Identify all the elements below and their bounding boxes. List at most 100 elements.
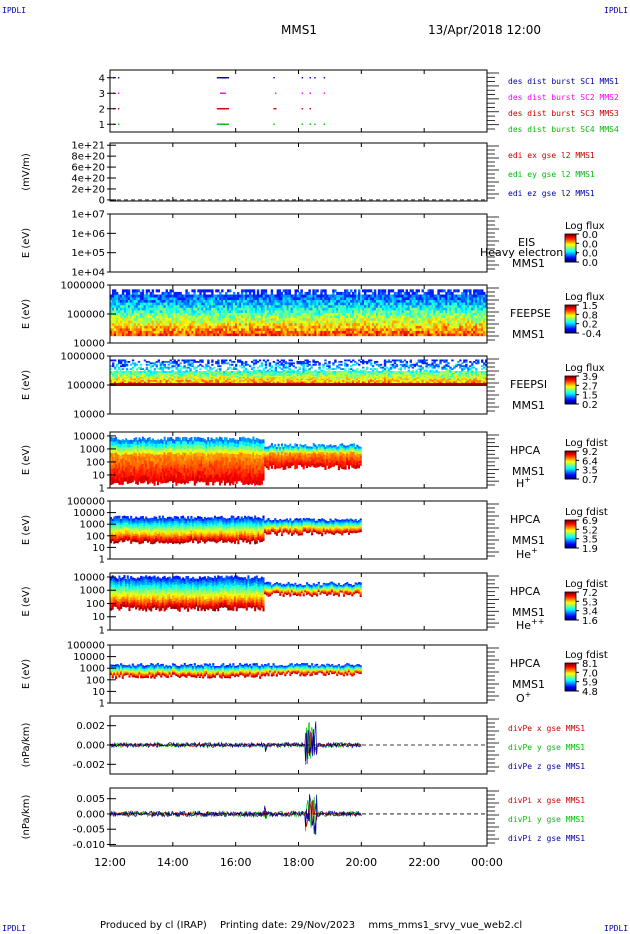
heatmap-cell — [145, 297, 149, 301]
heatmap-cell — [318, 317, 321, 321]
heatmap-cell — [193, 359, 196, 362]
heatmap-cell — [322, 299, 325, 303]
colorbar-swatch — [565, 254, 576, 256]
heatmap-cell — [340, 333, 343, 337]
heatmap-cell — [292, 362, 295, 365]
heatmap-cell — [288, 320, 291, 324]
heatmap-cell — [475, 302, 478, 306]
heatmap-cell — [451, 315, 454, 319]
heatmap-cell — [324, 299, 327, 303]
heatmap-cell — [197, 320, 200, 324]
heatmap-cell — [308, 330, 311, 334]
heatmap-cell — [221, 362, 224, 365]
heatmap-cell — [427, 291, 430, 295]
heatmap-cell — [377, 320, 381, 324]
heatmap-cell — [201, 360, 204, 363]
heatmap-cell — [296, 312, 299, 316]
heatmap-cell — [296, 381, 299, 384]
heatmap-cell — [397, 291, 401, 295]
heatmap-cell — [129, 307, 133, 311]
heatmap-cell — [306, 360, 309, 363]
heatmap-cell — [231, 312, 234, 316]
heatmap-cell — [286, 373, 289, 376]
heatmap-cell — [217, 379, 220, 382]
heatmap-cell — [441, 315, 444, 319]
heatmap-cell — [272, 317, 276, 321]
heatmap-cell — [348, 328, 351, 331]
heatmap-cell — [403, 307, 407, 311]
heatmap-cell — [375, 294, 379, 298]
heatmap-cell — [358, 307, 361, 311]
heatmap-cell — [143, 372, 147, 375]
heatmap-cell — [334, 320, 337, 324]
heatmap-cell — [284, 317, 287, 321]
heatmap-cell — [173, 360, 176, 363]
heatmap-cell — [205, 328, 208, 331]
heatmap-cell — [199, 297, 202, 301]
y-axis-label: (mV/m) — [21, 153, 32, 191]
heatmap-cell — [121, 359, 125, 362]
heatmap-cell — [235, 317, 238, 321]
heatmap-cell — [149, 302, 153, 306]
heatmap-cell — [389, 294, 393, 298]
heatmap-cell — [393, 330, 397, 334]
heatmap-cell — [187, 373, 190, 376]
heatmap-cell — [272, 373, 276, 376]
heatmap-cell — [229, 289, 232, 293]
heatmap-cell — [308, 376, 311, 379]
heatmap-cell — [169, 379, 172, 382]
heatmap-cell — [453, 328, 456, 331]
heatmap-cell — [435, 312, 438, 316]
heatmap-cell — [125, 304, 129, 308]
heatmap-cell — [306, 302, 309, 306]
heatmap-cell — [189, 375, 192, 378]
heatmap-cell — [119, 322, 123, 326]
heatmap-cell — [463, 304, 466, 308]
heatmap-cell — [288, 382, 291, 385]
heatmap-cell — [260, 322, 264, 326]
heatmap-cell — [181, 322, 184, 326]
heatmap-cell — [447, 304, 450, 308]
heatmap-cell — [175, 378, 178, 381]
heatmap-cell — [363, 289, 367, 293]
heatmap-cell — [242, 307, 246, 311]
heatmap-cell — [433, 317, 436, 321]
heatmap-cell — [151, 333, 155, 337]
heatmap-cell — [441, 307, 444, 311]
heatmap-cell — [387, 302, 391, 306]
heatmap-cell — [236, 376, 240, 379]
heatmap-cell — [419, 302, 422, 306]
heatmap-cell — [203, 376, 206, 379]
heatmap-cell — [306, 322, 309, 326]
heatmap-cell — [215, 312, 218, 316]
heatmap-cell — [268, 382, 272, 385]
heatmap-cell — [244, 381, 248, 384]
heatmap-cell — [461, 309, 464, 313]
heatmap-cell — [375, 302, 379, 306]
colorbar-swatch — [565, 317, 576, 319]
heatmap-cell — [185, 359, 188, 362]
heatmap-cell — [463, 320, 466, 324]
heatmap-cell — [310, 294, 313, 298]
heatmap-cell — [167, 368, 170, 371]
heatmap-cell — [365, 297, 369, 301]
heatmap-cell — [240, 373, 244, 376]
heatmap-cell — [477, 328, 480, 331]
heatmap-cell — [477, 322, 480, 326]
heatmap-cell — [115, 369, 119, 372]
heatmap-cell — [429, 297, 432, 301]
heatmap-cell — [256, 315, 260, 319]
heatmap-cell — [365, 309, 369, 313]
heatmap-cell — [115, 379, 119, 382]
heatmap-cell — [252, 317, 256, 321]
heatmap-cell — [227, 328, 230, 331]
heatmap-cell — [485, 307, 487, 311]
heatmap-cell — [280, 372, 284, 375]
heatmap-cell — [465, 302, 468, 306]
heatmap-cell — [183, 294, 186, 298]
heatmap-cell — [121, 291, 125, 295]
heatmap-cell — [159, 317, 162, 321]
heatmap-cell — [256, 330, 260, 334]
heatmap-cell — [187, 302, 190, 306]
